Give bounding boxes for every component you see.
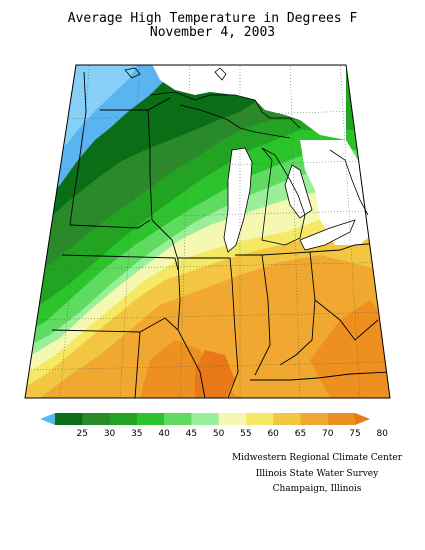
legend-tick-label: 70 xyxy=(322,429,334,439)
legend-swatch xyxy=(245,413,274,425)
credits: Midwestern Regional Climate Center Illin… xyxy=(212,451,422,498)
credit-line-2: Illinois State Water Survey xyxy=(255,468,379,479)
map-frame xyxy=(24,64,391,399)
graticule xyxy=(25,65,390,398)
credit-line-3: Champaign, Illinois xyxy=(272,484,362,494)
legend-tick-label: 40 xyxy=(158,429,170,439)
lake-outlines xyxy=(124,67,369,253)
legend-swatch xyxy=(273,413,301,425)
legend-tick-label: 80 xyxy=(377,429,389,439)
legend-swatch xyxy=(109,413,138,425)
legend-swatch xyxy=(327,413,356,425)
map-title: Average High Temperature in Degrees F No… xyxy=(0,12,425,40)
legend-swatch xyxy=(55,413,83,425)
legend-swatch xyxy=(164,413,192,425)
legend-swatch-low-arrow xyxy=(40,413,55,425)
legend-labels: 25 30 35 40 45 50 55 60 65 70 75 80 xyxy=(77,429,389,439)
legend-tick-label: 25 xyxy=(77,429,88,439)
legend-swatch xyxy=(191,413,220,425)
legend-swatch xyxy=(82,413,111,425)
legend-tick-label: 30 xyxy=(104,429,116,439)
legend-swatch xyxy=(136,413,165,425)
legend-tick-label: 60 xyxy=(267,429,279,439)
legend-tick-label: 35 xyxy=(131,429,142,439)
legend-tick-label: 45 xyxy=(186,429,197,439)
legend-tick-label: 50 xyxy=(213,429,225,439)
legend-swatches xyxy=(40,413,370,425)
legend-tick-label: 65 xyxy=(295,429,306,439)
legend-swatch-high-arrow xyxy=(355,413,370,425)
credit-line-1: Midwestern Regional Climate Center xyxy=(231,453,403,463)
title-line-1: Average High Temperature in Degrees F xyxy=(67,11,358,26)
title-line-2: November 4, 2003 xyxy=(149,25,276,40)
legend-tick-label: 75 xyxy=(349,429,360,439)
legend-swatch xyxy=(218,413,247,425)
legend-swatch xyxy=(300,413,329,425)
legend-tick-label: 55 xyxy=(240,429,251,439)
